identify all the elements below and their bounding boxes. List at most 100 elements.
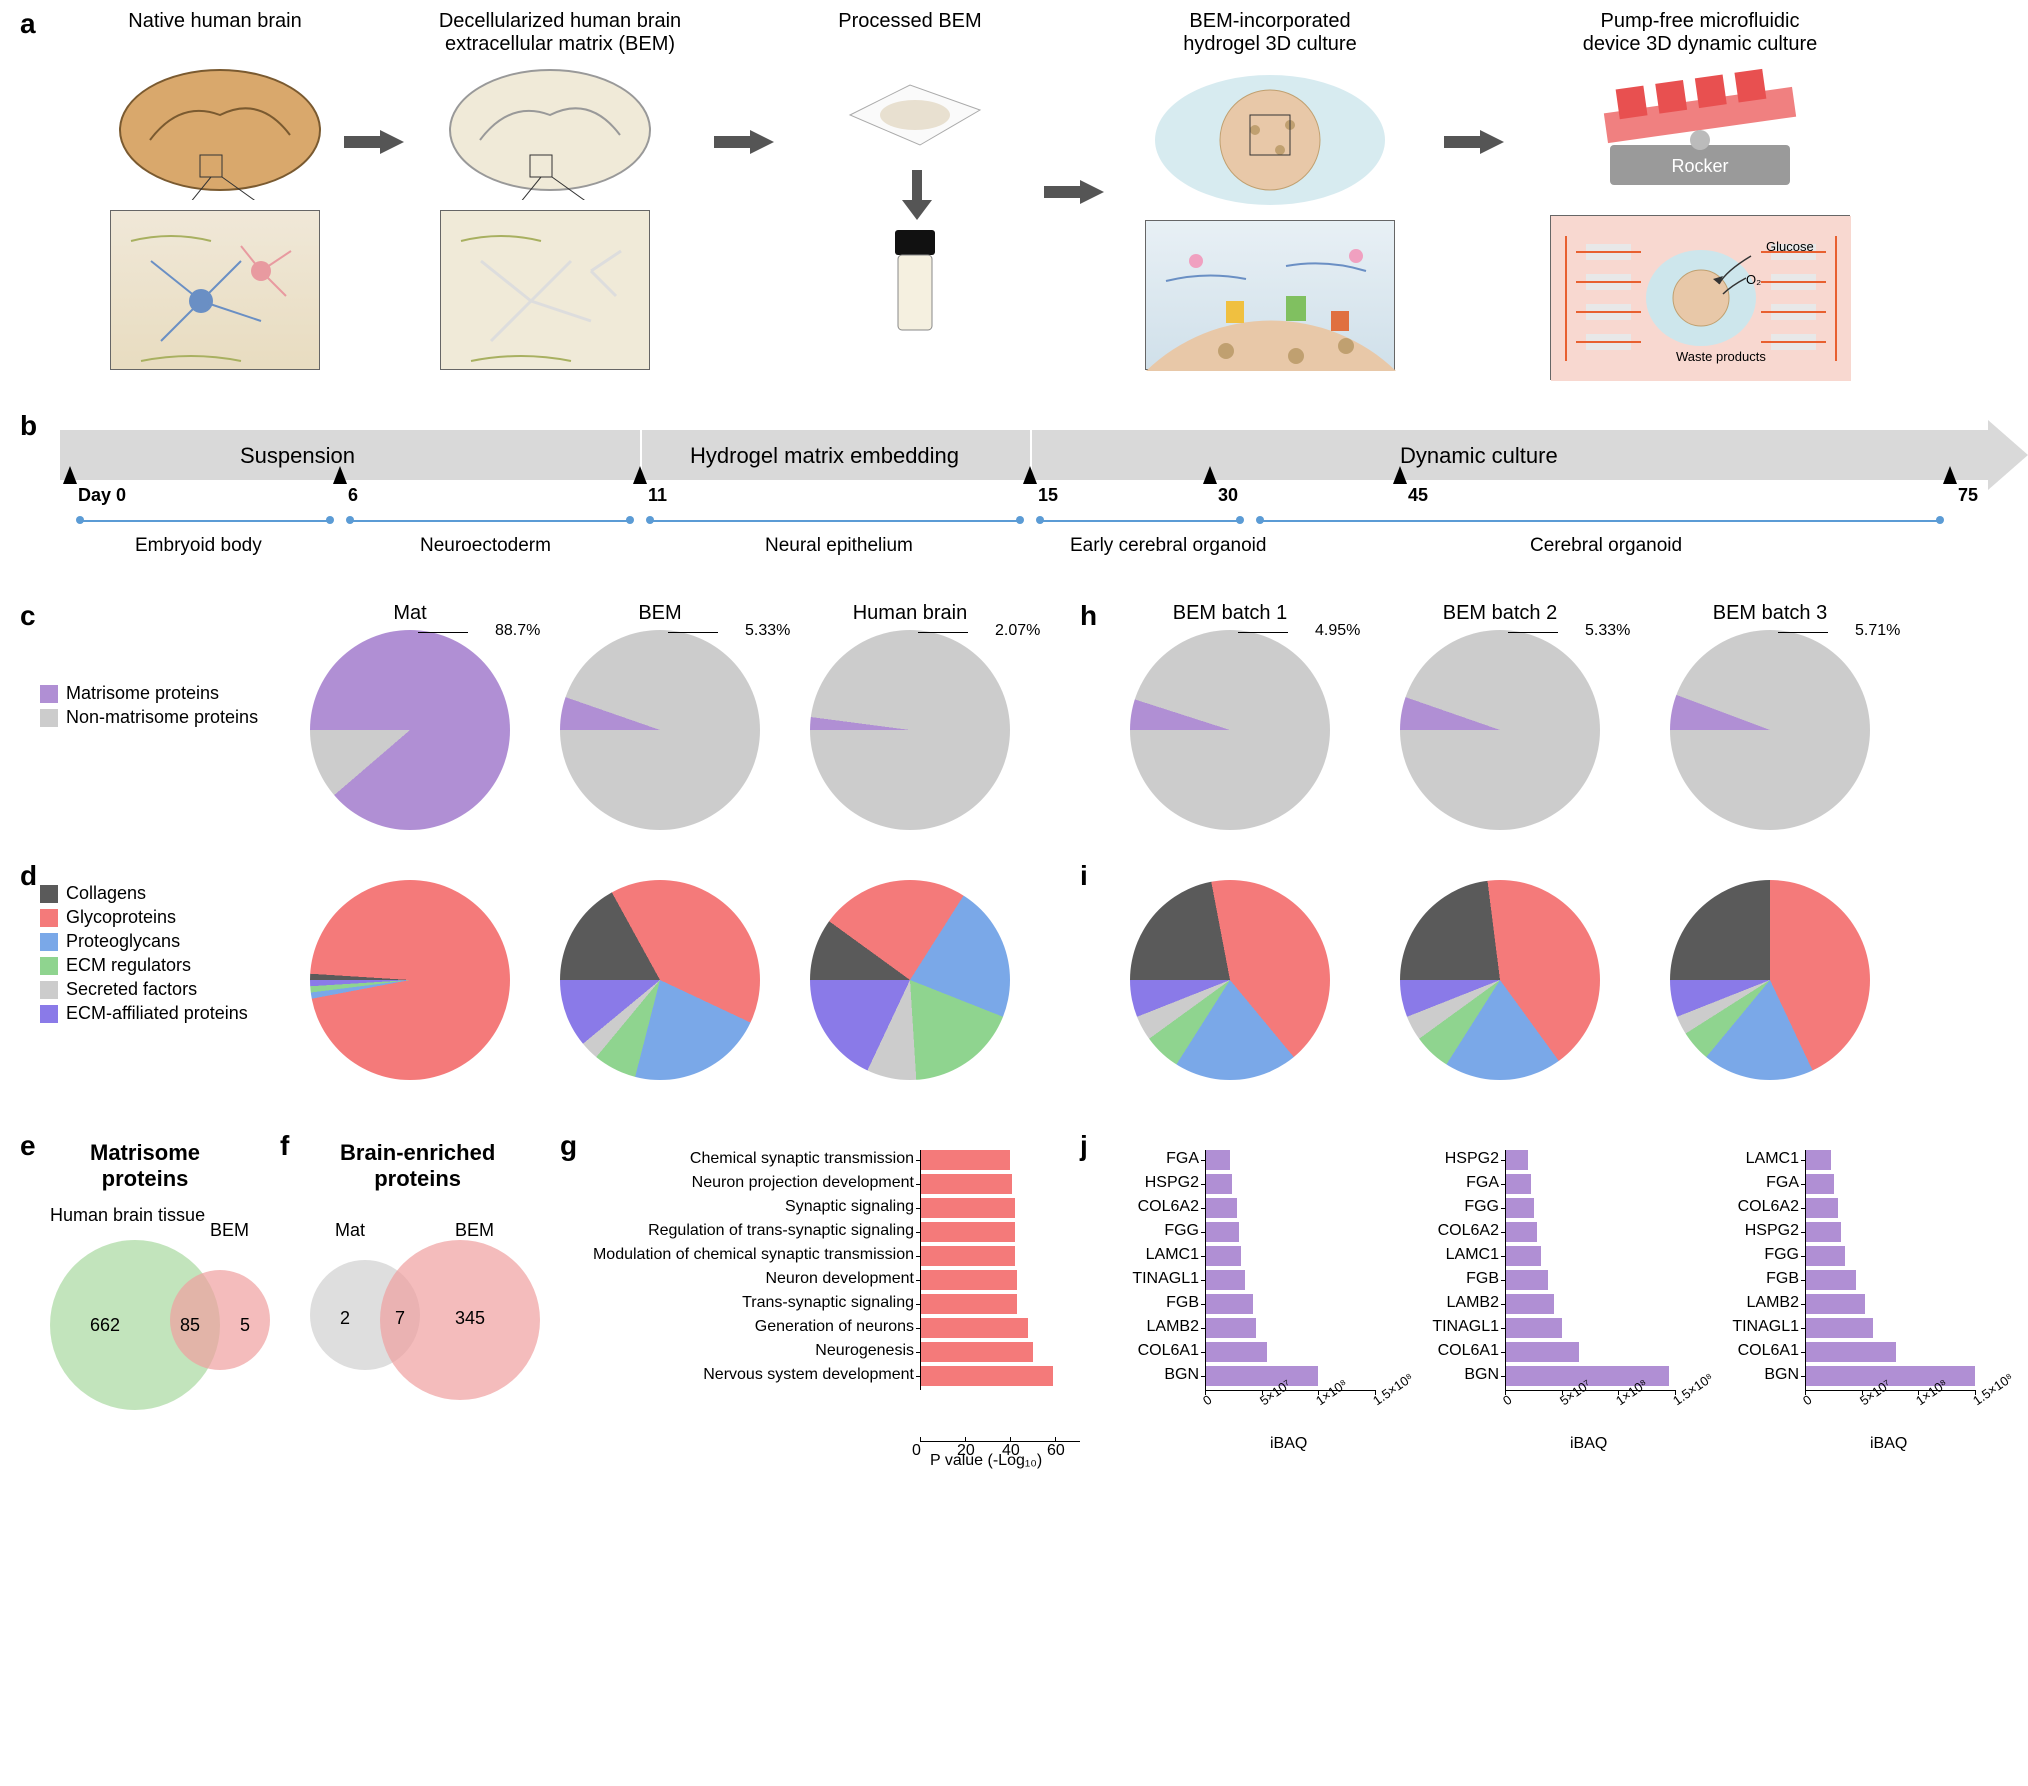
go-term-label: Regulation of trans-synaptic signaling (590, 1222, 914, 1240)
ibaq-chart: HSPG2FGAFGGCOL6A2LAMC1FGBLAMB2TINAGL1COL… (1430, 1150, 1705, 1470)
go-term-label: Neuron development (590, 1270, 914, 1288)
decell-ecm-inset (440, 210, 650, 370)
pie-chart (560, 630, 760, 830)
protein-label: FGA (1130, 1150, 1199, 1168)
ibaq-bar (1205, 1222, 1239, 1242)
step-title-3: Processed BEM (810, 10, 1010, 33)
x-tick-label: 0 (1800, 1392, 1815, 1408)
legend-swatch (40, 957, 58, 975)
go-enrichment-chart: Chemical synaptic transmissionNeuron pro… (590, 1150, 1060, 1470)
microfluidic-inset: Glucose O₂ Waste products (1550, 215, 1850, 380)
pie-chart (1130, 880, 1330, 1080)
legend-item: Secreted factors (40, 979, 248, 1000)
phase-dynamic: Dynamic culture (1400, 443, 1558, 469)
pie-title: BEM batch 3 (1670, 602, 1870, 625)
pie-title: BEM batch 2 (1400, 602, 1600, 625)
step-title-5: Pump-free microfluidic device 3D dynamic… (1540, 10, 1860, 56)
legend-swatch (40, 1005, 58, 1023)
pie-title: Mat (310, 602, 510, 625)
x-tick-label: 0 (1500, 1392, 1515, 1408)
venn-e-only-a: 662 (90, 1315, 120, 1336)
venn-e-title: Matrisome proteins (90, 1140, 200, 1192)
down-arrow-icon (902, 170, 932, 220)
timeline: Suspension Hydrogel matrix embedding Dyn… (30, 410, 1998, 570)
ibaq-bar (1205, 1270, 1245, 1290)
stage-dot (1936, 516, 1944, 524)
ibaq-bar (1205, 1294, 1253, 1314)
j-xlabel: iBAQ (1870, 1435, 1907, 1453)
legend-text: Non-matrisome proteins (66, 707, 258, 728)
ibaq-chart: FGAHSPG2COL6A2FGGLAMC1TINAGL1FGBLAMB2COL… (1130, 1150, 1405, 1470)
arrow-icon (750, 130, 774, 154)
panel-label-i: i (1080, 860, 1088, 892)
phase-embedding: Hydrogel matrix embedding (690, 443, 959, 469)
protein-label: FGB (1730, 1270, 1799, 1288)
callout-line (918, 632, 968, 633)
panel-label-g: g (560, 1130, 577, 1162)
ibaq-bar (1805, 1198, 1838, 1218)
stage-dot (76, 516, 84, 524)
go-term-label: Neuron projection development (590, 1174, 914, 1192)
legend-item: Collagens (40, 883, 248, 904)
arrow-icon (380, 130, 404, 154)
stage-dot (626, 516, 634, 524)
pie-chart (1670, 880, 1870, 1080)
go-bar (920, 1246, 1015, 1266)
legend-text: Matrisome proteins (66, 683, 219, 704)
stage-label: Neural epithelium (765, 535, 913, 557)
ibaq-bar (1505, 1342, 1579, 1362)
protein-label: FGB (1430, 1270, 1499, 1288)
venn-f-set-b: BEM (455, 1220, 494, 1241)
ibaq-bar (1505, 1198, 1534, 1218)
ibaq-bar (1505, 1270, 1548, 1290)
up-arrow-icon (1393, 466, 1407, 484)
protein-label: HSPG2 (1730, 1222, 1799, 1240)
protein-label: LAMC1 (1730, 1150, 1799, 1168)
protein-label: FGA (1730, 1174, 1799, 1192)
venn-e-set-b: BEM (210, 1220, 249, 1241)
legend-item: Matrisome proteins (40, 683, 258, 704)
venn-f-title: Brain-enriched proteins (340, 1140, 495, 1192)
go-term-label: Modulation of chemical synaptic transmis… (590, 1246, 914, 1264)
panel-label-d: d (20, 860, 37, 892)
protein-label: FGG (1430, 1198, 1499, 1216)
go-bar (920, 1222, 1015, 1242)
x-tick-label: 0 (912, 1442, 921, 1460)
stage-label: Cerebral organoid (1530, 535, 1682, 557)
pie-callout: 88.7% (495, 622, 540, 640)
ibaq-bar (1505, 1222, 1537, 1242)
protein-label: BGN (1130, 1366, 1199, 1384)
stage-line (650, 520, 1020, 522)
stage-line (80, 520, 330, 522)
legend-text: ECM regulators (66, 955, 191, 976)
protein-label: TINAGL1 (1430, 1318, 1499, 1336)
venn-matrisome: Matrisome proteins Human brain tissue BE… (50, 1140, 280, 1450)
stage-dot (326, 516, 334, 524)
pie-callout: 5.33% (745, 622, 790, 640)
protein-label: LAMB2 (1130, 1318, 1199, 1336)
legend-swatch (40, 709, 58, 727)
protein-label: LAMB2 (1430, 1294, 1499, 1312)
g-xlabel: P value (-Log₁₀) (930, 1452, 1042, 1470)
callout-line (418, 632, 468, 633)
pie-title: BEM (560, 602, 760, 625)
pie-chart (310, 630, 510, 830)
day-label: Day 0 (78, 485, 126, 506)
venn-brain-enriched: Brain-enriched proteins Mat BEM 2 7 345 (310, 1140, 550, 1450)
pie-chart (1400, 630, 1600, 830)
ibaq-bar (1205, 1246, 1241, 1266)
protein-label: FGA (1430, 1174, 1499, 1192)
legend-text: Collagens (66, 883, 146, 904)
native-ecm-inset (110, 210, 320, 370)
go-bar (920, 1270, 1017, 1290)
brain-decell-icon (430, 60, 670, 200)
stage-line (1260, 520, 1940, 522)
protein-label: FGB (1130, 1294, 1199, 1312)
protein-label: COL6A1 (1730, 1342, 1799, 1360)
up-arrow-icon (333, 466, 347, 484)
rocker-device-icon: Rocker (1550, 60, 1850, 200)
workflow-schematic: Native human brain Decellularized human … (60, 10, 2008, 390)
ibaq-bar (1805, 1294, 1865, 1314)
stage-dot (1036, 516, 1044, 524)
pie-callout: 2.07% (995, 622, 1040, 640)
